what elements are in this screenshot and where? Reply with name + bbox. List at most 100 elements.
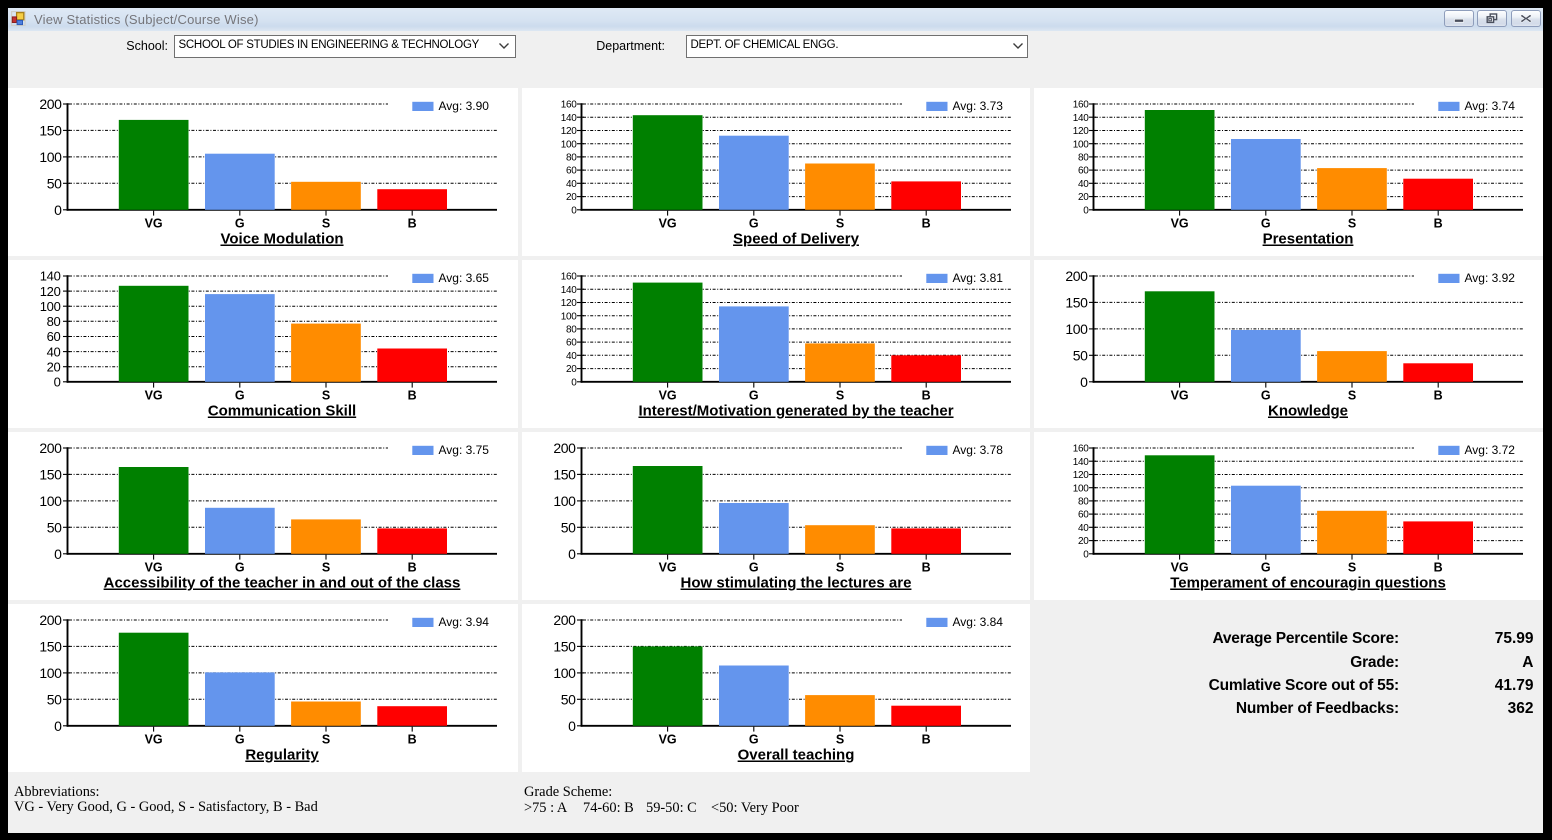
svg-text:0: 0 <box>568 546 576 562</box>
svg-text:20: 20 <box>566 364 577 375</box>
svg-text:50: 50 <box>47 175 62 191</box>
svg-text:VG: VG <box>145 217 163 231</box>
svg-text:100: 100 <box>1065 321 1088 337</box>
svg-text:Avg: 3.72: Avg: 3.72 <box>1465 443 1516 457</box>
svg-text:0: 0 <box>54 718 62 734</box>
svg-text:100: 100 <box>39 149 62 165</box>
svg-text:100: 100 <box>1073 483 1090 494</box>
svg-text:50: 50 <box>47 519 62 535</box>
svg-text:160: 160 <box>1073 100 1090 111</box>
svg-text:S: S <box>322 733 330 747</box>
svg-text:S: S <box>1348 217 1356 231</box>
svg-text:G: G <box>1261 217 1271 231</box>
svg-text:G: G <box>235 561 245 575</box>
svg-text:B: B <box>408 733 417 747</box>
svg-text:100: 100 <box>39 493 62 509</box>
svg-text:0: 0 <box>1080 374 1088 390</box>
svg-text:150: 150 <box>1065 294 1088 310</box>
svg-text:Interest/Motivation generated: Interest/Motivation generated by the tea… <box>638 403 953 420</box>
svg-text:S: S <box>322 389 330 403</box>
svg-text:Accessibility of the teacher i: Accessibility of the teacher in and out … <box>104 575 461 592</box>
svg-text:60: 60 <box>1078 510 1089 521</box>
svg-text:100: 100 <box>553 493 576 509</box>
svg-text:20: 20 <box>1078 536 1089 547</box>
svg-text:B: B <box>1434 561 1443 575</box>
svg-text:Avg: 3.92: Avg: 3.92 <box>1465 271 1516 285</box>
svg-text:VG: VG <box>659 217 677 231</box>
svg-text:60: 60 <box>566 338 577 349</box>
svg-text:VG: VG <box>145 733 163 747</box>
svg-text:0: 0 <box>1083 205 1089 216</box>
svg-text:160: 160 <box>561 100 578 111</box>
svg-text:80: 80 <box>47 314 61 329</box>
svg-text:VG: VG <box>659 561 677 575</box>
svg-text:150: 150 <box>39 638 62 654</box>
svg-text:G: G <box>749 561 759 575</box>
svg-text:140: 140 <box>40 269 61 284</box>
svg-text:How stimulating the lectures a: How stimulating the lectures are <box>681 575 912 592</box>
svg-text:50: 50 <box>561 519 576 535</box>
svg-text:200: 200 <box>39 96 62 112</box>
svg-text:S: S <box>836 561 844 575</box>
svg-text:Speed of Delivery: Speed of Delivery <box>733 231 860 248</box>
svg-text:0: 0 <box>1083 549 1089 560</box>
svg-text:0: 0 <box>571 205 577 216</box>
svg-text:VG: VG <box>1171 217 1189 231</box>
svg-text:B: B <box>922 389 931 403</box>
svg-text:Avg: 3.81: Avg: 3.81 <box>953 271 1004 285</box>
svg-text:80: 80 <box>1078 497 1089 508</box>
svg-text:40: 40 <box>47 344 61 359</box>
svg-text:B: B <box>408 561 417 575</box>
svg-text:150: 150 <box>39 122 62 138</box>
svg-text:0: 0 <box>568 718 576 734</box>
svg-text:G: G <box>235 733 245 747</box>
svg-text:G: G <box>235 217 245 231</box>
svg-text:Overall teaching: Overall teaching <box>738 747 855 764</box>
svg-text:Temperament of encouragin ques: Temperament of encouragin questions <box>1170 575 1446 592</box>
svg-text:Avg: 3.94: Avg: 3.94 <box>439 615 490 629</box>
svg-text:G: G <box>749 217 759 231</box>
svg-text:60: 60 <box>566 166 577 177</box>
svg-text:Regularity: Regularity <box>245 747 319 764</box>
svg-text:200: 200 <box>39 440 62 456</box>
svg-text:Avg: 3.84: Avg: 3.84 <box>953 615 1004 629</box>
svg-text:VG: VG <box>1171 389 1189 403</box>
svg-text:80: 80 <box>566 153 577 164</box>
svg-text:200: 200 <box>553 612 576 628</box>
svg-text:B: B <box>1434 389 1443 403</box>
svg-text:200: 200 <box>39 612 62 628</box>
svg-text:S: S <box>836 733 844 747</box>
svg-text:150: 150 <box>39 466 62 482</box>
svg-text:20: 20 <box>47 359 61 374</box>
svg-text:0: 0 <box>54 546 62 562</box>
svg-text:Avg: 3.78: Avg: 3.78 <box>953 443 1004 457</box>
svg-text:100: 100 <box>561 139 578 150</box>
svg-text:80: 80 <box>566 325 577 336</box>
svg-text:S: S <box>1348 561 1356 575</box>
svg-text:60: 60 <box>47 329 61 344</box>
svg-text:S: S <box>1348 389 1356 403</box>
svg-text:50: 50 <box>47 691 62 707</box>
svg-text:120: 120 <box>561 126 578 137</box>
svg-text:VG: VG <box>659 389 677 403</box>
svg-text:Avg: 3.73: Avg: 3.73 <box>953 99 1004 113</box>
svg-text:100: 100 <box>1073 139 1090 150</box>
svg-text:40: 40 <box>566 351 577 362</box>
svg-text:20: 20 <box>566 192 577 203</box>
svg-text:120: 120 <box>40 284 61 299</box>
svg-text:S: S <box>322 217 330 231</box>
svg-text:S: S <box>836 389 844 403</box>
svg-text:B: B <box>1434 217 1443 231</box>
svg-text:60: 60 <box>1078 166 1089 177</box>
svg-text:150: 150 <box>553 466 576 482</box>
svg-text:Avg: 3.74: Avg: 3.74 <box>1465 99 1516 113</box>
svg-text:140: 140 <box>1073 113 1090 124</box>
svg-text:40: 40 <box>1078 523 1089 534</box>
svg-text:VG: VG <box>145 561 163 575</box>
svg-text:G: G <box>1261 561 1271 575</box>
svg-text:40: 40 <box>566 179 577 190</box>
svg-text:S: S <box>322 561 330 575</box>
svg-text:0: 0 <box>54 202 62 218</box>
svg-text:120: 120 <box>561 298 578 309</box>
svg-text:100: 100 <box>553 665 576 681</box>
